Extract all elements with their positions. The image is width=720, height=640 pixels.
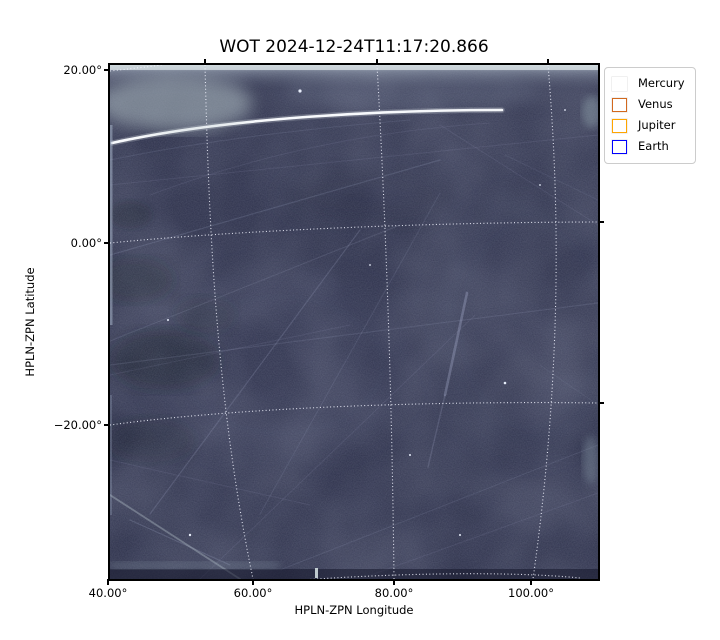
- grid-lat-bottom: [309, 573, 581, 579]
- legend-label: Jupiter: [638, 118, 676, 133]
- x-tick-label: 80.00°: [374, 586, 414, 600]
- top-tick-mark: [376, 59, 378, 65]
- legend-swatch-mercury: [612, 77, 627, 91]
- sky-image-canvas: [110, 65, 598, 579]
- legend-item-venus: Venus: [612, 97, 685, 113]
- y-tick-mark: [104, 424, 110, 426]
- x-tick-mark: [393, 579, 395, 585]
- y-axis-label: HPLN-ZPN Latitude: [23, 267, 37, 377]
- legend-swatch-jupiter: [612, 119, 627, 133]
- streak-lines: [110, 119, 598, 579]
- x-tick-mark: [107, 579, 109, 585]
- legend-swatch-earth: [612, 140, 627, 154]
- grid-lat-minus20: [110, 402, 598, 426]
- y-tick-label: 20.00°: [63, 63, 102, 77]
- grid-lon-80: [376, 65, 395, 579]
- legend-label: Venus: [638, 97, 673, 112]
- sky-image: [110, 65, 598, 579]
- x-axis-label: HPLN-ZPN Longitude: [294, 603, 414, 617]
- legend-swatch-venus: [612, 98, 627, 112]
- top-tick-mark: [547, 59, 549, 65]
- legend-label: Mercury: [638, 76, 685, 91]
- legend-item-earth: Earth: [612, 139, 685, 155]
- top-tick-mark: [204, 59, 206, 65]
- y-tick-label: 0.00°: [70, 236, 102, 250]
- x-tick-mark: [530, 579, 532, 585]
- chart-title: WOT 2024-12-24T11:17:20.866: [219, 37, 489, 57]
- legend-label: Earth: [638, 139, 669, 154]
- grid-lon-100: [532, 65, 557, 579]
- grid-lat-20: [110, 65, 163, 72]
- legend-item-mercury: Mercury: [612, 76, 685, 92]
- image-top-rim: [110, 65, 598, 70]
- legend-item-jupiter: Jupiter: [612, 118, 685, 134]
- star-dots: [167, 89, 566, 537]
- y-tick-mark: [104, 242, 110, 244]
- x-tick-label: 100.00°: [508, 586, 554, 600]
- right-tick-mark: [598, 221, 604, 223]
- image-grain-dark: [110, 65, 598, 579]
- image-edge-features: [110, 96, 598, 579]
- x-tick-mark: [252, 579, 254, 585]
- legend: Mercury Venus Jupiter Earth: [604, 67, 696, 164]
- x-tick-label: 40.00°: [88, 586, 128, 600]
- right-tick-mark: [598, 402, 604, 404]
- y-tick-mark: [104, 69, 110, 71]
- y-tick-label: −20.00°: [53, 418, 102, 432]
- image-topleft-glow: [110, 75, 253, 131]
- coordinate-grid: [110, 65, 598, 579]
- grid-lat-0: [110, 221, 598, 244]
- grid-lon-60: [204, 65, 254, 579]
- x-tick-label: 60.00°: [233, 586, 273, 600]
